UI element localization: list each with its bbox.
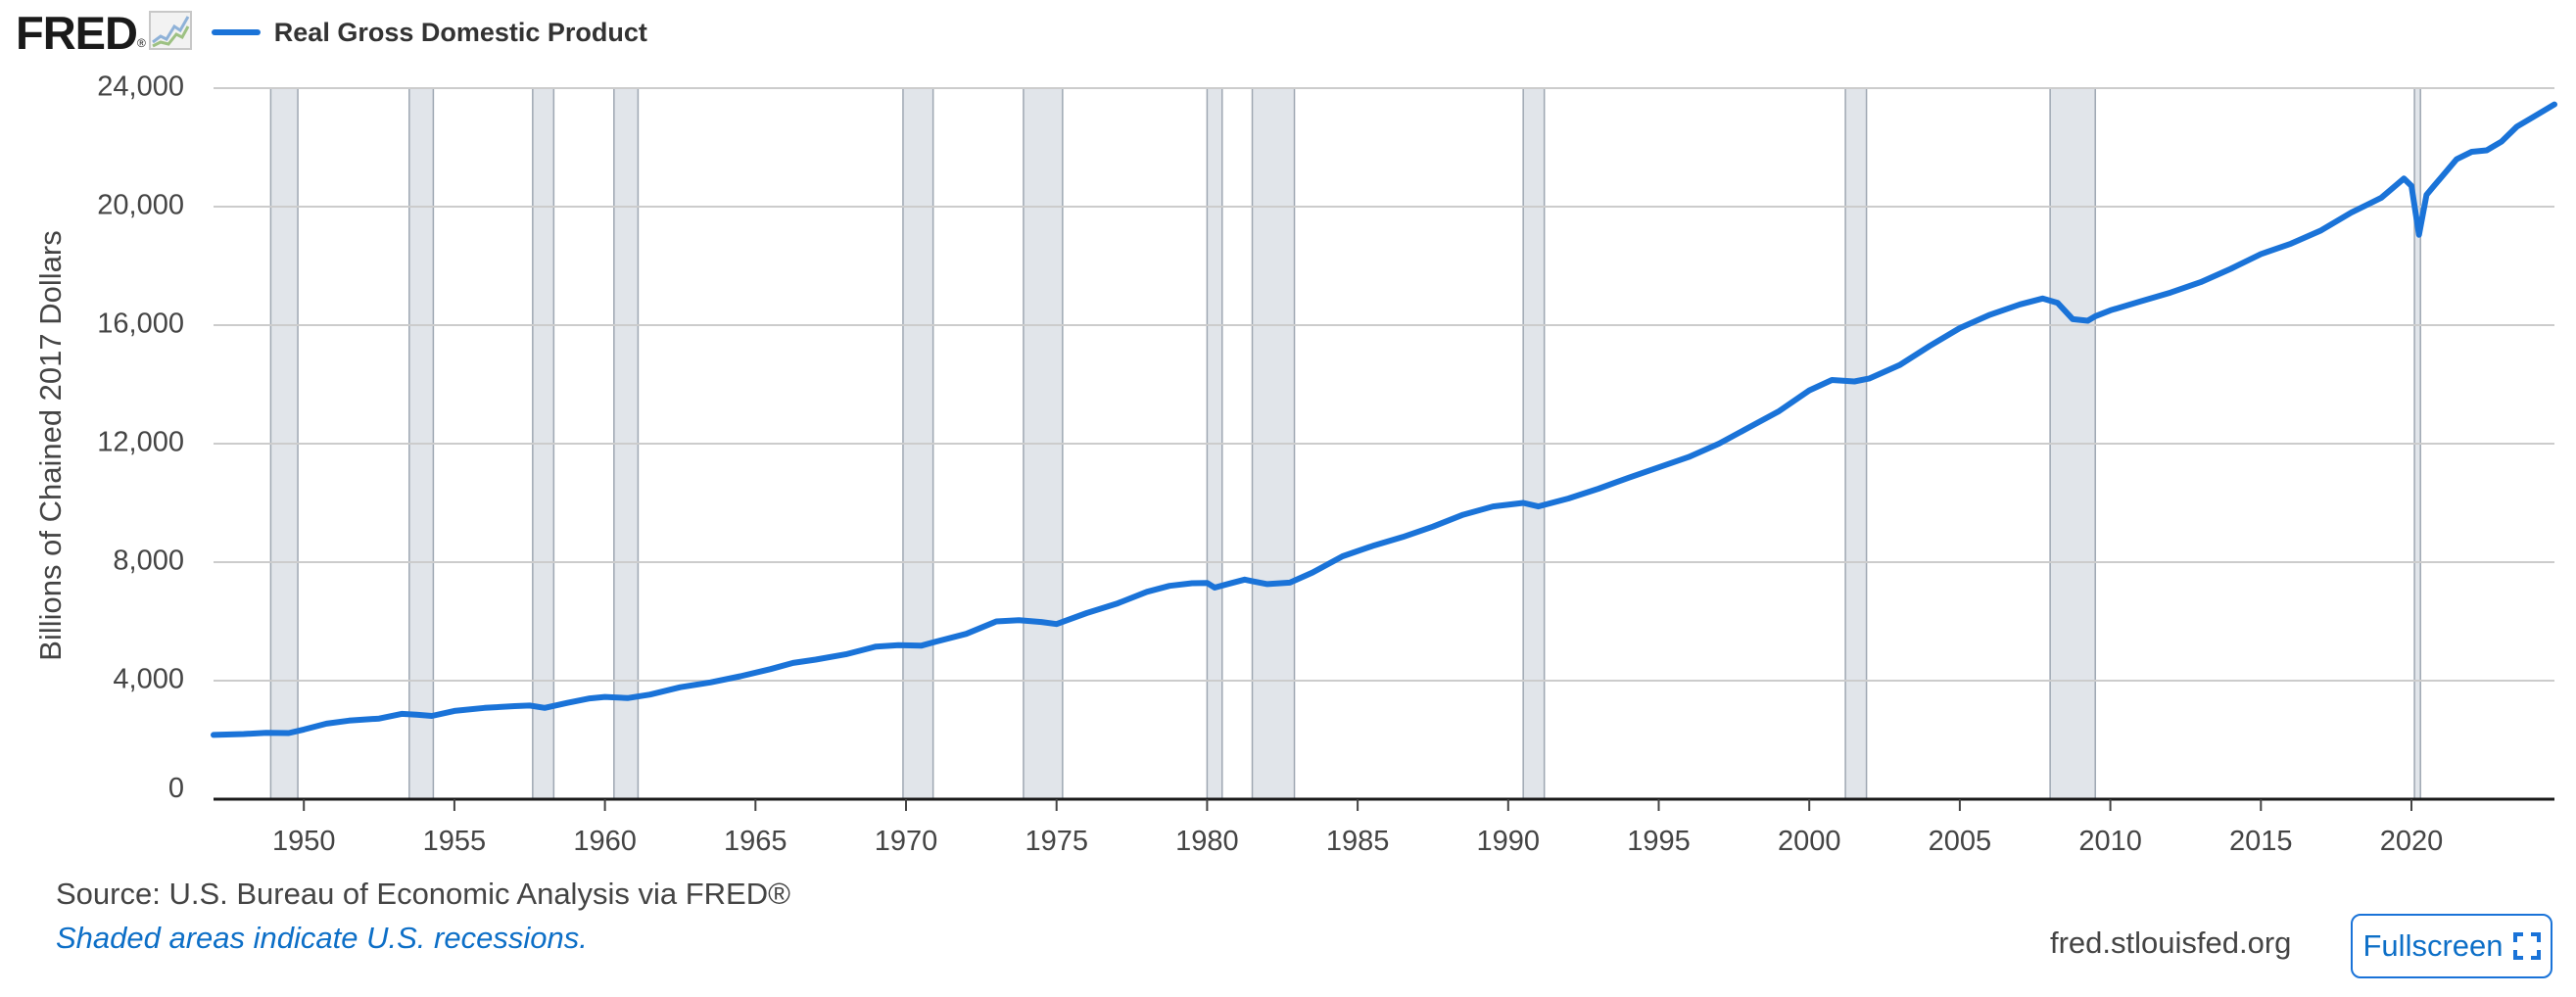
x-axis-ticks: 1950 1955 1960 1965 1970 1975 1980 1985 1990 1995… [272, 799, 2443, 857]
x-tick-label: 2000 [1778, 826, 1841, 857]
x-tick-label: 2020 [2380, 826, 2444, 857]
x-tick-label: 1970 [875, 826, 938, 857]
fullscreen-label: Fullscreen [2362, 928, 2504, 963]
y-tick-label: 4,000 [113, 664, 184, 695]
y-axis-label: Billions of Chained 2017 Dollars [33, 230, 68, 660]
y-tick-label: 0 [168, 773, 184, 804]
y-tick-label: 8,000 [113, 546, 184, 577]
recession-note: Shaded areas indicate U.S. recessions. [56, 921, 588, 955]
gridlines [214, 87, 2554, 801]
fred-logo-trademark: ® [136, 35, 146, 50]
y-tick-label: 16,000 [97, 309, 184, 340]
chart-header: FRED ® Real Gross Domestic Product [16, 6, 647, 60]
y-tick-label: 12,000 [97, 427, 184, 458]
site-url[interactable]: fred.stlouisfed.org [2050, 926, 2292, 960]
series-layer [211, 101, 2557, 738]
x-tick-label: 1965 [724, 826, 787, 857]
legend: Real Gross Domestic Product [211, 17, 647, 48]
x-tick-label: 2010 [2078, 826, 2142, 857]
x-tick-label: 1950 [272, 826, 336, 857]
x-tick-label: 2015 [2229, 826, 2293, 857]
x-tick-label: 1980 [1175, 826, 1239, 857]
fred-logo-text: FRED [16, 6, 138, 59]
x-tick-label: 1955 [423, 826, 487, 857]
x-tick-label: 1960 [573, 826, 637, 857]
source-text: Source: U.S. Bureau of Economic Analysis… [56, 877, 790, 911]
x-tick-label: 1990 [1477, 826, 1541, 857]
x-tick-label: 2005 [1929, 826, 1992, 857]
fullscreen-icon [2512, 932, 2541, 960]
y-axis-ticks: 0 4,000 8,000 12,000 16,000 20,000 24,000 [97, 71, 184, 804]
legend-swatch [211, 29, 261, 35]
mini-chart-icon [148, 10, 192, 55]
y-tick-label: 24,000 [97, 71, 184, 103]
x-tick-label: 1985 [1326, 826, 1390, 857]
fred-logo[interactable]: FRED ® [16, 6, 192, 60]
fullscreen-button[interactable]: Fullscreen [2351, 914, 2552, 978]
line-chart: 0 4,000 8,000 12,000 16,000 20,000 24,000 1950… [33, 71, 2557, 857]
legend-label: Real Gross Domestic Product [273, 17, 647, 47]
x-tick-label: 1995 [1627, 826, 1691, 857]
y-tick-label: 20,000 [97, 190, 184, 221]
series-line-0 [211, 101, 2557, 738]
x-tick-label: 1975 [1025, 826, 1088, 857]
